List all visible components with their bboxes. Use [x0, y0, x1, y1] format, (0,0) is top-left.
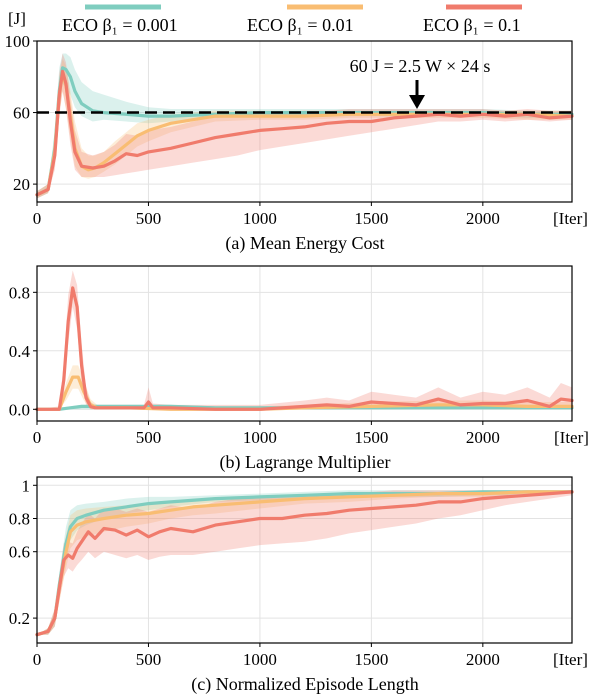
y-tick-label: 0.8: [9, 283, 30, 302]
panel-b-lines: [35, 286, 574, 411]
y-tick-label: 0.8: [9, 510, 30, 529]
y-tick-label: 20: [13, 175, 30, 194]
panel-a-title: (a) Mean Energy Cost: [225, 233, 384, 254]
y-tick-label: 0.2: [9, 609, 30, 628]
x-tick-label: 2000: [466, 650, 500, 669]
panel-a-ylabel: [J]: [8, 9, 26, 28]
axes-frame: [36, 40, 573, 203]
panel-b-title: (b) Lagrange Multiplier: [220, 452, 391, 473]
x-tick-label: 1000: [243, 428, 277, 447]
legend-label-beta-0001: ECO β₁ = 0.001: [62, 15, 178, 35]
axes-frame: [36, 265, 573, 422]
legend-label-beta-01: ECO β₁ = 0.1: [423, 15, 521, 35]
x-tick-label: 1500: [354, 428, 388, 447]
x-tick-label: 2000: [466, 209, 500, 228]
x-tick-label: 500: [136, 650, 162, 669]
y-tick-label: 0.0: [9, 400, 30, 419]
x-tick-label: 2000: [466, 428, 500, 447]
series-line: [35, 286, 574, 411]
legend-label-beta-001: ECO β₁ = 0.01: [247, 15, 354, 35]
x-tick-label: 1000: [243, 650, 277, 669]
series-line: [35, 404, 574, 411]
panel-a-axes: 0 500 1000 1500 2000 20 60 100: [5, 32, 573, 228]
confidence-band: [37, 490, 572, 635]
panel-b-xlabel: [Iter]: [554, 428, 589, 447]
series-line: [35, 375, 574, 411]
panel-b-axes: 0 500 1000 1500 2000 0.0 0.4 0.8: [9, 265, 573, 447]
axes-frame: [36, 476, 573, 644]
panel-c-title: (c) Normalized Episode Length: [191, 674, 418, 695]
series-line: [35, 490, 574, 637]
x-tick-label: 1500: [354, 209, 388, 228]
x-tick-label: 1500: [354, 650, 388, 669]
y-tick-label: 0.4: [9, 342, 31, 361]
y-tick-label: 0.6: [9, 543, 30, 562]
y-tick-label: 1: [22, 476, 31, 495]
legend: ECO β₁ = 0.001 ECO β₁ = 0.01 ECO β₁ = 0.…: [62, 4, 522, 35]
x-tick-label: 500: [136, 428, 162, 447]
panel-c-xlabel: [Iter]: [553, 650, 588, 669]
panel-a-lines: [35, 66, 574, 197]
x-tick-label: 0: [33, 209, 42, 228]
energy-annotation: 60 J = 2.5 W × 24 s: [350, 56, 491, 76]
confidence-band: [37, 270, 572, 410]
annotation-arrow: [409, 80, 425, 109]
confidence-band: [37, 490, 572, 635]
series-line: [35, 69, 574, 197]
panel-normalized-episode-length: 0 500 1000 1500 2000 0.2 0.6 0.8 1 [Iter] (c) No…: [9, 476, 588, 695]
panel-c-axes: 0 500 1000 1500 2000 0.2 0.6 0.8 1: [9, 476, 573, 669]
x-tick-label: 1000: [243, 209, 277, 228]
panel-lagrange-multiplier: 0 500 1000 1500 2000 0.0 0.4 0.8 [Iter] (b) Lag…: [9, 265, 589, 473]
y-tick-label: 60: [13, 104, 30, 123]
x-tick-label: 500: [136, 209, 162, 228]
panel-a-xlabel: [Iter]: [553, 209, 588, 228]
x-tick-label: 0: [33, 650, 42, 669]
confidence-band: [37, 58, 572, 199]
panel-b-bands: [37, 270, 572, 410]
y-tick-label: 100: [5, 32, 31, 51]
panel-c-bands: [37, 490, 572, 635]
panel-c-lines: [35, 490, 574, 637]
panel-mean-energy-cost: 0 500 1000 1500 2000 20 60 100 [J] [Iter] (a) M…: [5, 9, 588, 254]
x-tick-label: 0: [33, 428, 42, 447]
